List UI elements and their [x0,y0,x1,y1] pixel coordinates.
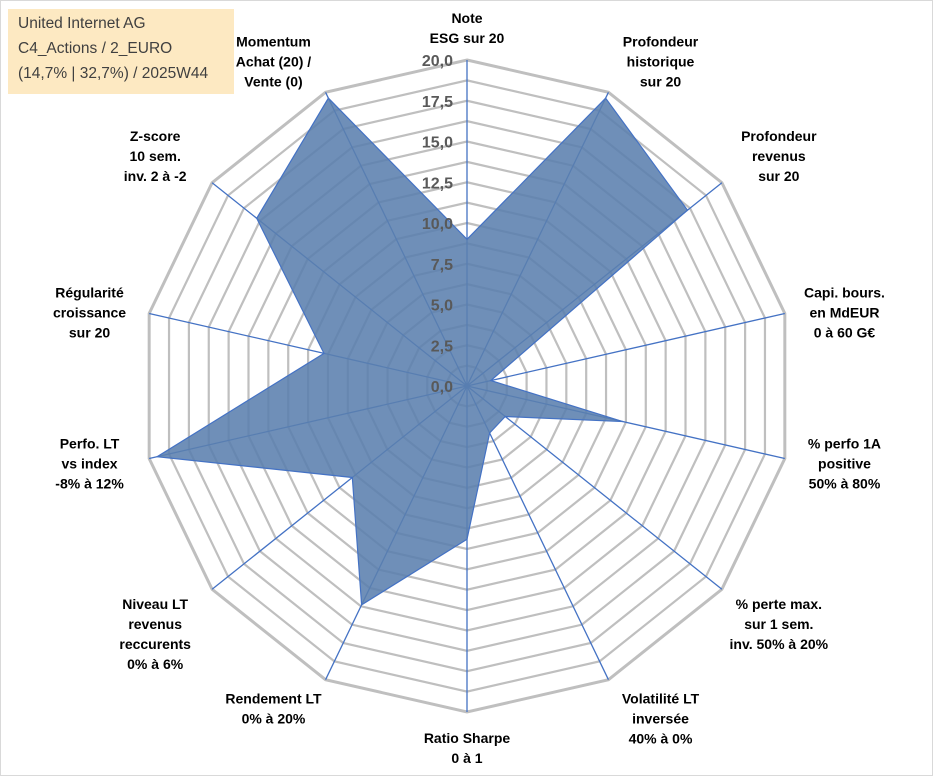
tick-label: 17,5 [422,94,453,111]
axis-spoke [466,385,723,590]
axis-label: Niveau LT [122,596,188,612]
axis-label: sur 20 [640,74,681,90]
tick-label: 5,0 [431,298,453,315]
axis-label: Rendement LT [225,690,322,706]
axis-label: Momentum [236,34,311,50]
radar-axis-labels: Note ESG sur 20 Profondeur historique sur 20… [53,10,885,766]
axis-label: 10 sem. [129,148,180,164]
axis-label: en MdEUR [809,304,879,320]
tick-label: 12,5 [422,175,453,192]
tick-label: 2,5 [431,338,453,355]
axis-label: 50% à 80% [809,476,881,492]
axis-label: sur 1 sem. [744,616,813,632]
axis-label: positive [818,456,871,472]
radar-tick-labels: 0,0 2,5 5,0 7,5 10,0 12,5 15,0 17,5 20,0 [422,53,453,396]
axis-label: 0 à 60 G€ [814,324,876,340]
radar-series [155,97,689,606]
axis-label: Note [451,10,482,26]
axis-label: 0% à 20% [242,710,306,726]
axis-label: Volatilité LT [622,690,700,706]
axis-label: Perfo. LT [60,436,120,452]
axis-label: Vente (0) [244,74,302,90]
tick-label: 15,0 [422,135,453,152]
axis-label: 40% à 0% [629,730,693,746]
tick-label: 20,0 [422,53,453,70]
axis-label: Profondeur [623,34,699,50]
axis-spoke [466,385,610,680]
axis-label: Profondeur [741,128,817,144]
tick-label: 10,0 [422,216,453,233]
category-label: C4_Actions / 2_EURO [18,40,173,57]
axis-label: inv. 2 à -2 [124,168,187,184]
axis-label: vs index [62,456,118,472]
axis-label: Capi. bours. [804,284,885,300]
tick-label: 7,5 [431,257,453,274]
axis-label: revenus [128,616,182,632]
axis-label: % perte max. [736,596,822,612]
axis-spoke [466,312,785,387]
axis-label: Régularité [55,284,124,300]
axis-label: -8% à 12% [55,476,124,492]
axis-label: ESG sur 20 [430,30,505,46]
series-area [155,97,689,606]
axis-label: croissance [53,304,126,320]
axis-label: 0% à 6% [127,656,184,672]
axis-label: % perfo 1A [808,436,881,452]
axis-label: sur 20 [758,168,799,184]
axis-label: Achat (20) / [236,54,312,70]
info-box: United Internet AG C4_Actions / 2_EURO (… [8,9,234,94]
axis-label: Z-score [130,128,181,144]
axis-label: revenus [752,148,806,164]
summary-label: (14,7% | 32,7%) / 2025W44 [18,65,209,82]
axis-label: sur 20 [69,324,110,340]
company-name: United Internet AG [18,15,146,32]
tick-label: 0,0 [431,379,453,396]
axis-label: reccurents [119,636,191,652]
axis-label: historique [627,54,695,70]
axis-label: inversée [632,710,689,726]
axis-label: inv. 50% à 20% [730,636,829,652]
axis-label: 0 à 1 [451,750,482,766]
axis-label: Ratio Sharpe [424,730,511,746]
